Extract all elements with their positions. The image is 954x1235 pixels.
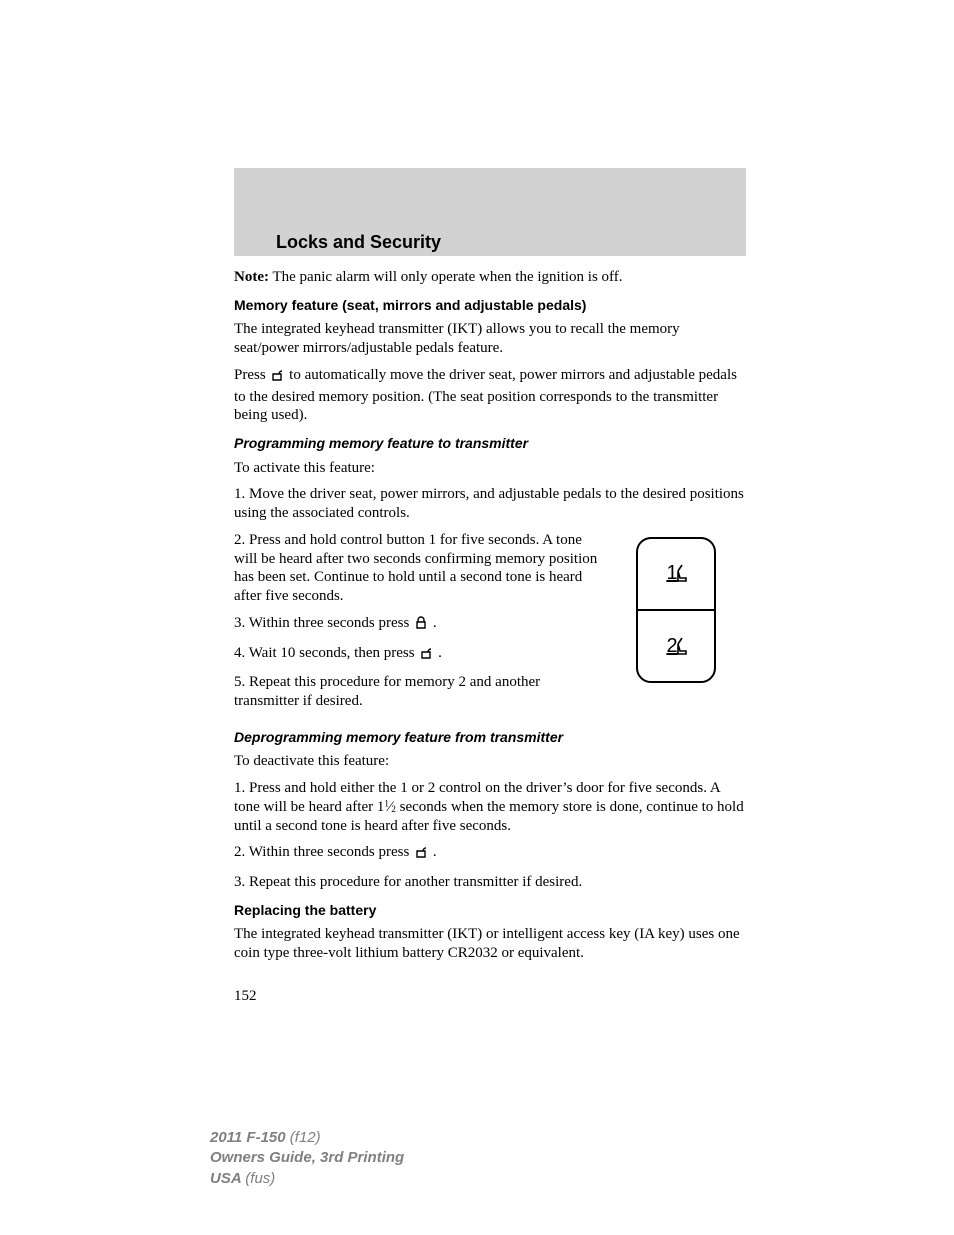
footer-line-3: USA (fus)	[210, 1169, 404, 1189]
programming-step-1: 1. Move the driver seat, power mirrors, …	[234, 485, 746, 523]
battery-heading: Replacing the battery	[234, 902, 746, 920]
deprogramming-heading: Deprogramming memory feature from transm…	[234, 729, 746, 747]
memory-feature-p2-a: Press	[234, 367, 269, 383]
programming-heading: Programming memory feature to transmitte…	[234, 435, 746, 453]
memory-button-svg: 1 2	[636, 537, 716, 683]
programming-intro: To activate this feature:	[234, 459, 746, 478]
programming-step-3: 3. Within three seconds press .	[234, 614, 606, 636]
footer-line-2: Owners Guide, 3rd Printing	[210, 1148, 404, 1168]
deprogramming-step-3: 3. Repeat this procedure for another tra…	[234, 873, 746, 892]
programming-step-4-b: .	[434, 645, 442, 661]
deprogramming-step-2-b: .	[429, 844, 437, 860]
section-title: Locks and Security	[276, 232, 441, 253]
page-number: 152	[234, 988, 257, 1005]
seat-icon	[678, 565, 686, 581]
programming-step-2: 2. Press and hold control button 1 for f…	[234, 531, 606, 606]
lock-icon	[413, 614, 429, 636]
deprogramming-intro: To deactivate this feature:	[234, 752, 746, 771]
programming-two-col: 2. Press and hold control button 1 for f…	[234, 531, 746, 719]
deprogramming-step-2-a: 2. Within three seconds press	[234, 844, 413, 860]
memory-feature-p1: The integrated keyhead transmitter (IKT)…	[234, 320, 746, 358]
footer: 2011 F-150 (f12) Owners Guide, 3rd Print…	[210, 1128, 404, 1189]
programming-step-3-a: 3. Within three seconds press	[234, 615, 413, 631]
memory-feature-p2-b: to automatically move the driver seat, p…	[234, 367, 737, 424]
programming-step-3-b: .	[429, 615, 437, 631]
memory-button-2-label: 2	[666, 635, 677, 657]
seat-icon	[678, 638, 686, 654]
note-text: The panic alarm will only operate when t…	[269, 269, 623, 285]
unlock-icon	[413, 843, 429, 865]
unlock-icon	[418, 644, 434, 666]
programming-step-4-a: 4. Wait 10 seconds, then press	[234, 645, 418, 661]
memory-feature-heading: Memory feature (seat, mirrors and adjust…	[234, 297, 746, 315]
note-para: Note: The panic alarm will only operate …	[234, 268, 746, 287]
unlock-icon	[269, 366, 285, 388]
footer-l1-strong: 2011 F-150	[210, 1129, 290, 1146]
footer-l3-strong: USA	[210, 1170, 245, 1187]
memory-feature-p2: Press to automatically move the driver s…	[234, 366, 746, 425]
deprogramming-step-2: 2. Within three seconds press .	[234, 843, 746, 865]
memory-button-1-label: 1	[666, 562, 677, 584]
page-root: Locks and Security Note: The panic alarm…	[0, 0, 954, 1235]
fraction-numerator: 1	[384, 798, 389, 808]
programming-col-left: 2. Press and hold control button 1 for f…	[234, 531, 606, 719]
note-prefix: Note:	[234, 269, 269, 285]
footer-l1-rest: (f12)	[290, 1129, 321, 1146]
battery-p: The integrated keyhead transmitter (IKT)…	[234, 925, 746, 963]
programming-step-4: 4. Wait 10 seconds, then press .	[234, 644, 606, 666]
deprogramming-step-1: 1. Press and hold either the 1 or 2 cont…	[234, 779, 746, 835]
footer-line-1: 2011 F-150 (f12)	[210, 1128, 404, 1148]
programming-step-5: 5. Repeat this procedure for memory 2 an…	[234, 673, 606, 711]
footer-l3-rest: (fus)	[245, 1170, 275, 1187]
memory-button-diagram: 1 2	[636, 531, 746, 689]
page-content: Note: The panic alarm will only operate …	[234, 268, 746, 971]
